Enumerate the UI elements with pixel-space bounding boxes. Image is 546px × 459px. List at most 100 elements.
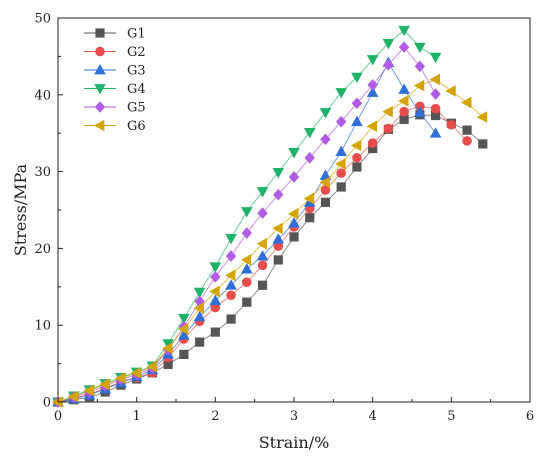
x-tick-label: 0 <box>54 409 62 424</box>
data-point-g5 <box>336 115 347 128</box>
data-point-g6 <box>67 390 79 403</box>
data-point-g1 <box>210 327 220 337</box>
data-point-g2 <box>352 152 362 163</box>
data-point-g6 <box>52 396 63 408</box>
data-point-g3 <box>193 310 206 322</box>
data-point-g2 <box>226 290 236 301</box>
data-point-g6 <box>225 269 236 282</box>
data-point-g1 <box>462 125 472 135</box>
y-tick-label: 40 <box>34 88 51 103</box>
legend-marker <box>94 119 105 132</box>
legend: G1 G2 G3 G4 G5 G6 <box>84 27 146 134</box>
data-point-g6 <box>177 323 189 335</box>
data-point-g2 <box>336 168 347 178</box>
data-point-g5 <box>288 171 300 183</box>
data-point-g1 <box>195 337 205 347</box>
data-point-g4 <box>382 38 395 50</box>
data-point-g2 <box>257 260 268 271</box>
legend-item-g5: G5 <box>84 101 146 116</box>
y-tick-label: 10 <box>34 319 51 334</box>
data-point-g6 <box>99 378 110 391</box>
data-point-g1 <box>320 197 331 207</box>
x-tick-label: 6 <box>526 409 534 424</box>
data-point-g5 <box>241 227 252 239</box>
data-point-g5 <box>320 133 331 146</box>
data-point-g2 <box>383 123 394 134</box>
legend-label: G1 <box>127 27 146 42</box>
legend-item-g3: G3 <box>84 64 146 79</box>
data-point-g1 <box>478 139 488 149</box>
data-point-g1 <box>226 314 236 324</box>
data-point-g3 <box>288 217 300 228</box>
data-point-g1 <box>289 232 299 242</box>
series-line-g1 <box>57 114 484 403</box>
data-point-g5 <box>351 97 363 110</box>
data-point-g6 <box>476 111 488 123</box>
legend-label: G2 <box>127 45 146 60</box>
data-point-g5 <box>210 271 221 283</box>
data-point-g3 <box>366 86 379 97</box>
data-point-g4 <box>256 187 269 198</box>
data-point-g1 <box>368 143 378 154</box>
data-point-g5 <box>304 151 315 164</box>
data-point-g6 <box>209 285 220 298</box>
y-tick-label: 50 <box>34 12 51 27</box>
legend-marker <box>94 84 106 95</box>
legend-marker <box>95 28 105 38</box>
legend-marker <box>94 101 106 113</box>
data-point-g6 <box>193 302 204 315</box>
series-g6 <box>52 73 488 408</box>
data-point-g3 <box>319 169 332 180</box>
data-point-g5 <box>430 88 441 100</box>
data-point-g6 <box>350 139 362 152</box>
x-axis-title: Strain/% <box>259 433 330 452</box>
data-point-g2 <box>320 185 331 195</box>
axes-layer: 0 1 2 3 4 5 6 0 10 20 30 40 50 <box>34 12 534 425</box>
data-point-g3 <box>272 233 285 244</box>
data-point-g6 <box>272 222 283 235</box>
series-line-g5 <box>57 46 436 403</box>
data-point-g6 <box>146 360 157 373</box>
data-point-g3 <box>241 263 253 274</box>
data-point-g5 <box>383 59 394 71</box>
data-point-g6 <box>162 342 173 355</box>
data-point-g6 <box>83 384 94 397</box>
data-point-g4 <box>429 52 442 64</box>
x-tick-label: 1 <box>133 409 141 424</box>
x-tick-label: 4 <box>369 409 377 424</box>
data-point-g6 <box>114 372 126 384</box>
x-tick-label: 3 <box>290 409 298 424</box>
data-point-g5 <box>367 79 378 91</box>
legend-item-g2: G2 <box>84 45 146 60</box>
y-tick-label: 0 <box>43 396 51 411</box>
data-point-g6 <box>288 208 299 220</box>
data-point-g1 <box>273 255 283 265</box>
data-point-g3 <box>414 106 426 117</box>
data-point-g6 <box>303 192 315 205</box>
data-point-g5 <box>414 60 426 73</box>
data-point-g5 <box>398 41 410 53</box>
data-point-g4 <box>335 88 347 99</box>
data-point-g2 <box>210 302 221 313</box>
data-point-g2 <box>462 136 472 146</box>
data-point-g4 <box>225 234 237 245</box>
data-point-g6 <box>382 105 393 118</box>
legend-label: G4 <box>127 82 146 97</box>
data-point-g1 <box>399 114 409 124</box>
data-point-g5 <box>257 207 268 219</box>
data-point-g1 <box>336 182 346 192</box>
data-point-g6 <box>429 73 440 86</box>
data-point-g6 <box>398 95 409 107</box>
data-point-g4 <box>319 108 332 119</box>
y-tick-label: 30 <box>34 165 51 180</box>
legend-label: G6 <box>127 119 146 134</box>
data-point-g2 <box>446 119 457 130</box>
data-point-g1 <box>179 349 189 359</box>
data-point-g4 <box>351 72 363 84</box>
data-point-g3 <box>351 115 363 127</box>
data-point-g3 <box>429 127 442 138</box>
legend-label: G3 <box>127 64 146 79</box>
series-line-g6 <box>57 78 484 403</box>
data-point-g2 <box>399 106 409 117</box>
